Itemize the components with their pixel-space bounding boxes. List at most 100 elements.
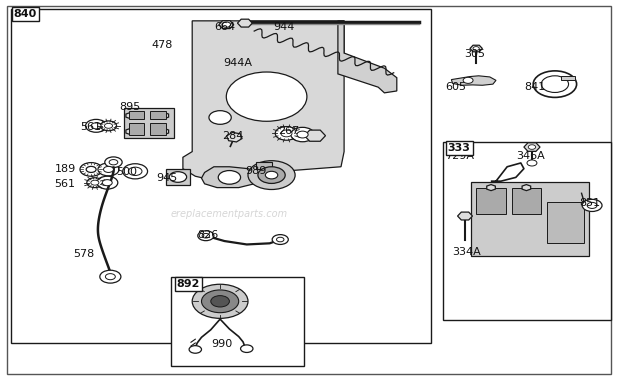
Text: 989: 989 [245,166,266,175]
Text: 478: 478 [152,41,173,50]
Polygon shape [219,21,234,28]
Circle shape [277,237,284,242]
Circle shape [463,77,473,83]
Text: 990: 990 [211,339,232,349]
Polygon shape [202,167,260,188]
Polygon shape [458,212,472,220]
Polygon shape [160,113,169,119]
Circle shape [297,131,308,138]
Text: 346A: 346A [516,151,544,161]
Circle shape [91,123,101,129]
Polygon shape [470,45,482,52]
Circle shape [169,172,187,182]
Bar [471,182,589,256]
Text: 840: 840 [14,9,37,19]
Polygon shape [126,113,135,119]
Bar [561,76,575,80]
Circle shape [218,171,241,184]
Circle shape [198,231,214,241]
Circle shape [241,345,253,352]
Circle shape [265,171,278,179]
Bar [547,202,584,243]
Text: 605: 605 [445,82,466,92]
Polygon shape [451,76,496,85]
Polygon shape [524,143,540,151]
Circle shape [123,164,148,179]
Text: 944: 944 [273,22,294,31]
Bar [256,162,272,169]
Circle shape [202,233,210,238]
Polygon shape [183,21,344,182]
Bar [170,277,304,366]
Polygon shape [338,21,397,93]
Bar [166,169,190,185]
Text: 334A: 334A [453,247,481,257]
Polygon shape [451,150,470,156]
Circle shape [105,157,122,168]
Polygon shape [304,130,326,141]
Circle shape [281,130,292,137]
Text: 561: 561 [55,179,76,189]
Text: 189: 189 [55,164,76,174]
Circle shape [87,178,103,188]
Circle shape [272,235,288,244]
Polygon shape [237,19,252,27]
Circle shape [98,163,119,176]
Circle shape [533,71,577,97]
Text: 305: 305 [464,49,485,59]
Circle shape [528,145,536,149]
Text: 500: 500 [117,168,138,177]
Circle shape [100,270,121,283]
Bar [129,111,144,119]
Text: 284: 284 [222,131,243,141]
Circle shape [527,160,537,166]
Circle shape [104,123,113,128]
Circle shape [258,167,285,183]
Bar [11,9,431,343]
Polygon shape [522,185,531,191]
Bar [443,142,611,320]
Circle shape [222,22,231,27]
Bar [476,188,506,214]
Text: 841: 841 [524,82,545,92]
Polygon shape [487,185,495,191]
Text: 826: 826 [197,230,218,240]
Circle shape [275,127,298,140]
Circle shape [86,119,107,132]
Circle shape [248,161,295,190]
Bar [150,111,166,119]
Text: 945: 945 [156,173,177,183]
Circle shape [86,166,96,172]
Polygon shape [160,128,169,135]
Circle shape [587,202,597,208]
Polygon shape [226,132,242,142]
Text: 944A: 944A [223,58,252,67]
Circle shape [80,163,102,176]
Circle shape [97,176,118,189]
Polygon shape [126,128,135,135]
Text: 333: 333 [448,143,471,153]
Circle shape [105,274,115,280]
Text: 892: 892 [177,279,200,288]
Circle shape [189,346,202,353]
Circle shape [291,127,314,142]
Circle shape [473,47,479,50]
Circle shape [226,72,307,121]
Text: ereplacementparts.com: ereplacementparts.com [171,209,288,219]
Circle shape [541,76,569,92]
Circle shape [128,167,142,175]
Circle shape [91,180,99,185]
Circle shape [209,111,231,124]
Circle shape [192,284,248,318]
Text: 851: 851 [580,198,601,208]
Bar [512,188,541,214]
Circle shape [102,180,112,186]
Bar [129,123,144,135]
Bar [124,108,174,138]
Circle shape [582,199,602,211]
Text: 664: 664 [214,22,235,31]
Circle shape [109,160,118,165]
Text: 561: 561 [81,122,102,132]
Circle shape [104,166,113,172]
Text: 578: 578 [73,249,94,259]
